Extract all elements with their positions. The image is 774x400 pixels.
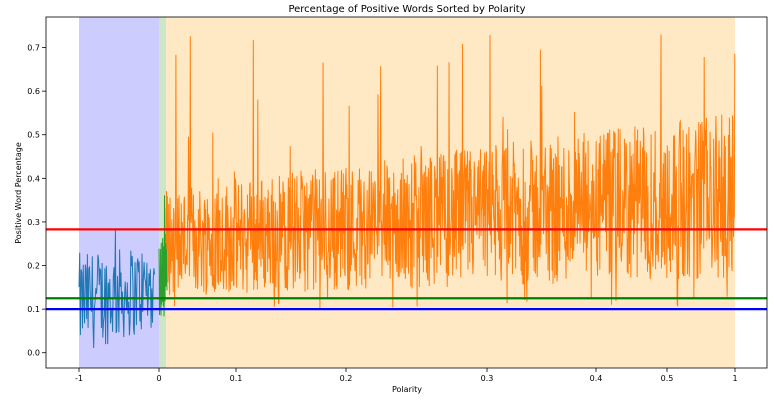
y-tick-label-7: 0.7: [27, 44, 40, 53]
y-tick-label-1: 0.1: [27, 305, 40, 314]
x-tick-label-7: 1: [732, 374, 737, 383]
shaded-region-neutral: [159, 17, 166, 368]
x-tick-label-5: 0.4: [590, 374, 603, 383]
x-tick-label-1: 0: [156, 374, 161, 383]
x-tick-label-6: 0.5: [661, 374, 674, 383]
series-neutral-line: [158, 195, 168, 317]
x-tick-label-0: -1: [75, 374, 83, 383]
series-positive-line: [165, 34, 736, 309]
x-axis-label: Polarity: [392, 385, 422, 394]
y-tick-label-3: 0.3: [27, 218, 40, 227]
series-negative-line: [78, 229, 156, 349]
chart-title: Percentage of Positive Words Sorted by P…: [288, 4, 525, 15]
x-tick-label-3: 0.2: [340, 374, 353, 383]
plot-frame: [45, 16, 768, 369]
y-tick-label-6: 0.6: [27, 87, 40, 96]
y-axis-label: Positive Word Percentage: [14, 142, 23, 244]
shaded-region-positive: [166, 17, 735, 368]
y-tick-label-2: 0.2: [27, 262, 40, 271]
y-tick-label-4: 0.4: [27, 174, 40, 183]
x-tick-label-2: 0.1: [230, 374, 243, 383]
y-tick-label-0: 0.0: [27, 349, 40, 358]
x-tick-label-4: 0.3: [481, 374, 494, 383]
y-tick-label-5: 0.5: [27, 131, 40, 140]
